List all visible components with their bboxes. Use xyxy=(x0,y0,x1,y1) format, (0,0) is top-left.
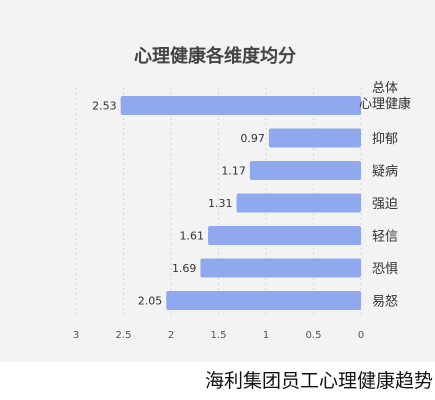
bar xyxy=(208,226,361,245)
bar xyxy=(200,258,361,278)
chart-title: 心理健康各维度均分 xyxy=(134,45,296,67)
category-label: 强迫 xyxy=(372,197,398,212)
category-label: 心理健康 xyxy=(359,96,411,112)
value-label: 1.17 xyxy=(221,165,246,178)
value-label: 0.97 xyxy=(240,132,265,145)
x-tick-label: 0 xyxy=(358,330,364,341)
value-label: 1.69 xyxy=(172,262,197,275)
x-tick-label: 1.5 xyxy=(211,330,227,341)
x-axis: 00.511.522.534 xyxy=(73,330,364,341)
bar xyxy=(236,193,361,213)
x-tick-label: 2 xyxy=(168,330,174,341)
value-label: 1.61 xyxy=(180,230,205,243)
category-label: 抑郁 xyxy=(372,132,398,147)
category-label: 疑病 xyxy=(372,164,398,180)
image-caption: 海利集团员工心理健康趋势 xyxy=(204,370,433,392)
bar xyxy=(166,291,361,310)
x-tick-label: 0.5 xyxy=(306,330,322,341)
value-label: 1.31 xyxy=(208,197,233,210)
category-label: 易怒 xyxy=(372,295,398,310)
bar xyxy=(120,96,362,115)
bar xyxy=(249,161,361,180)
x-tick-label: 3 xyxy=(73,330,79,341)
chart-frame: 心理健康各维度均分 2.53 总体 心理健康 0.97 抑郁 1.17 疑病 1.31 强迫 1.… xyxy=(0,0,435,362)
bar xyxy=(268,128,361,148)
category-label: 总体 xyxy=(372,81,398,96)
category-label: 恐惧 xyxy=(372,261,398,277)
x-tick-label: 2.5 xyxy=(116,330,132,341)
x-tick-label: 1 xyxy=(263,330,269,341)
value-label: 2.05 xyxy=(138,295,163,308)
value-label: 2.53 xyxy=(92,100,117,113)
category-label: 轻信 xyxy=(372,230,398,245)
